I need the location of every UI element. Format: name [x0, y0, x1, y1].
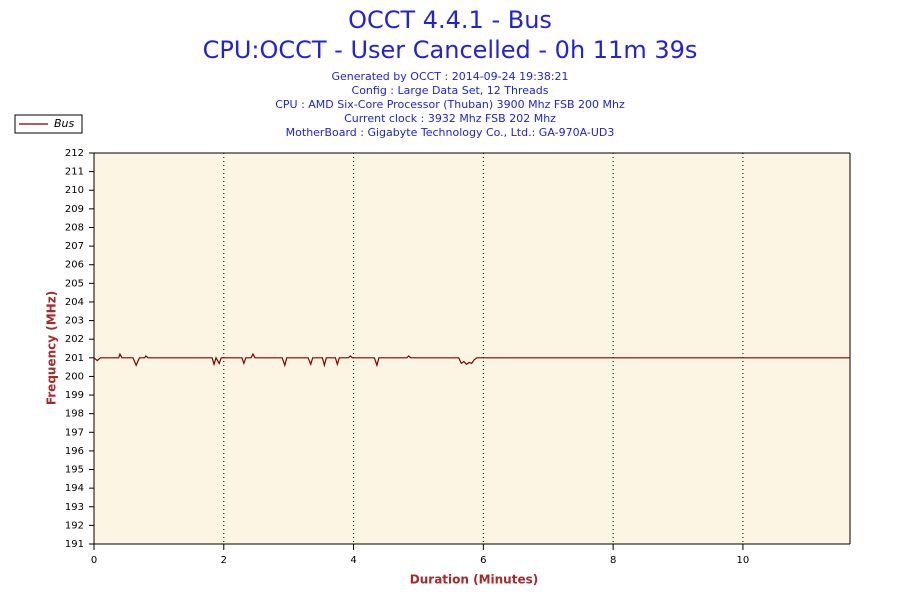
- y-tick-label: 208: [65, 222, 84, 233]
- y-tick-label: 197: [65, 427, 84, 438]
- y-tick-label: 211: [65, 167, 84, 178]
- x-axis-label: Duration (Minutes): [410, 573, 538, 587]
- x-tick-label: 2: [221, 555, 227, 566]
- y-tick-label: 201: [65, 353, 84, 364]
- chart-subtitle: CPU:OCCT - User Cancelled - 0h 11m 39s: [203, 36, 698, 64]
- data-line: [93, 352, 850, 368]
- y-tick-label: 207: [65, 241, 84, 252]
- y-tick-label: 196: [65, 446, 84, 457]
- y-axis-label: Frequency (MHz): [45, 291, 59, 405]
- info-line: MotherBoard : Gigabyte Technology Co., L…: [286, 126, 615, 139]
- info-line: Generated by OCCT : 2014-09-24 19:38:21: [331, 70, 568, 83]
- y-tick-label: 200: [65, 371, 84, 382]
- y-tick-label: 209: [65, 204, 84, 215]
- y-tick-label: 204: [65, 297, 84, 308]
- y-tick-label: 205: [65, 278, 84, 289]
- x-tick-label: 8: [610, 555, 616, 566]
- y-tick-label: 194: [65, 483, 84, 494]
- info-line: CPU : AMD Six-Core Processor (Thuban) 39…: [275, 98, 625, 111]
- y-tick-label: 198: [65, 409, 84, 420]
- y-tick-label: 195: [65, 465, 84, 476]
- y-tick-label: 212: [65, 148, 84, 159]
- y-tick-label: 202: [65, 334, 84, 345]
- x-tick-label: 4: [350, 555, 356, 566]
- y-tick-label: 206: [65, 260, 84, 271]
- legend-box: [14, 114, 83, 134]
- y-tick-label: 203: [65, 316, 84, 327]
- x-tick-label: 6: [480, 555, 486, 566]
- y-tick-label: 199: [65, 390, 84, 401]
- y-tick-label: 192: [65, 520, 84, 531]
- info-line: Current clock : 3932 Mhz FSB 202 Mhz: [344, 112, 556, 125]
- legend-label: Bus: [54, 117, 75, 130]
- chart-title: OCCT 4.4.1 - Bus: [348, 6, 552, 34]
- x-tick-label: 10: [737, 555, 750, 566]
- x-tick-label: 0: [91, 555, 97, 566]
- info-line: Config : Large Data Set, 12 Threads: [352, 84, 549, 97]
- plot-area: [94, 153, 850, 544]
- y-tick-label: 193: [65, 502, 84, 513]
- y-tick-label: 191: [65, 539, 84, 550]
- y-tick-label: 210: [65, 185, 84, 196]
